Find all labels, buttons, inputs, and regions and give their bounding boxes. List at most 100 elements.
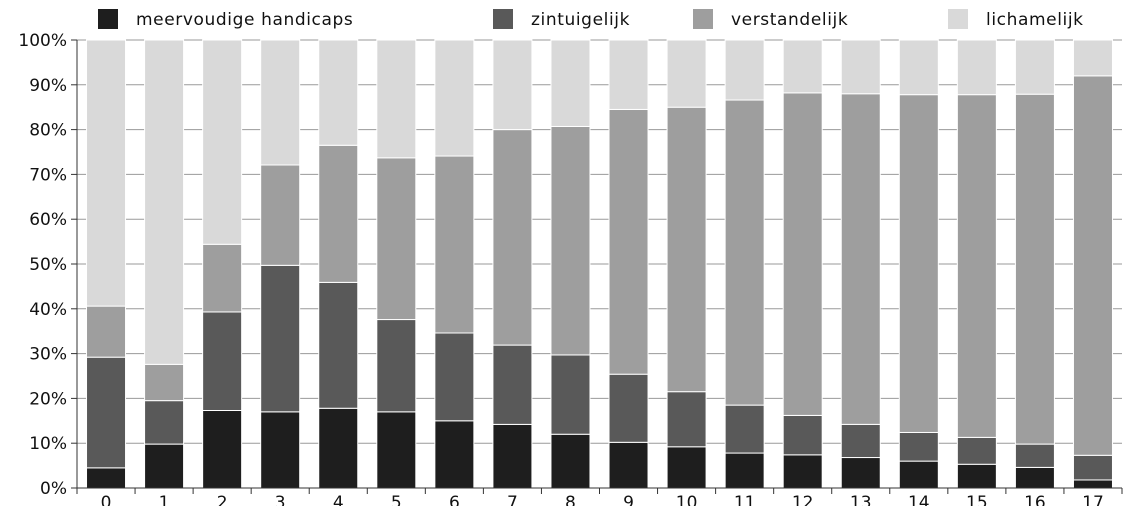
bar-segment-verstandelijk xyxy=(840,93,881,425)
bar-segment-zintuigelijk xyxy=(260,264,301,413)
y-tick-label: 20% xyxy=(29,389,67,409)
bar-segment-verstandelijk xyxy=(666,106,707,393)
bar-segment-meervoudige-handicaps xyxy=(144,443,185,489)
y-tick-label: 60% xyxy=(29,210,67,230)
y-tick-label: 10% xyxy=(29,434,67,454)
x-tick-label: 7 xyxy=(507,493,518,506)
bar-segment-verstandelijk xyxy=(376,157,417,321)
x-tick-label: 1 xyxy=(159,493,170,506)
legend-label: meervoudige handicaps xyxy=(136,10,353,30)
legend-swatch xyxy=(98,9,118,29)
x-tick-label: 17 xyxy=(1082,493,1104,506)
bar-segment-verstandelijk xyxy=(434,155,475,334)
x-tick-label: 3 xyxy=(275,493,286,506)
y-tick-label: 80% xyxy=(29,121,67,141)
x-tick-label: 4 xyxy=(333,493,344,506)
y-tick-labels: 0% 10% 20% 30% 40% 50% 60% 70% 80% 90% 100% xyxy=(18,31,67,499)
x-tick-label: 6 xyxy=(449,493,460,506)
y-tick-label: 50% xyxy=(29,255,67,275)
bar-segment-zintuigelijk xyxy=(434,332,475,422)
bar-segment-verstandelijk xyxy=(86,305,127,358)
bar-segment-zintuigelijk xyxy=(956,436,997,465)
x-tick-label: 13 xyxy=(850,493,872,506)
bar-segment-verstandelijk xyxy=(260,164,301,266)
bar-segment-meervoudige-handicaps xyxy=(1014,466,1055,489)
bar-segment-meervoudige-handicaps xyxy=(782,454,823,489)
bar-segment-zintuigelijk xyxy=(608,373,649,443)
bar-segment-lichamelijk xyxy=(202,39,243,245)
bar-segment-lichamelijk xyxy=(956,39,997,96)
bar-segment-lichamelijk xyxy=(1014,39,1055,95)
bar-segment-lichamelijk xyxy=(782,39,823,94)
x-tick-labels: 0 1 2 3 4 5 6 7 8 9 10 11 12 13 14 15 16 17 xyxy=(101,493,1104,506)
bar-segment-zintuigelijk xyxy=(1014,443,1055,468)
bar-segment-zintuigelijk xyxy=(550,354,591,435)
axes xyxy=(71,39,1123,494)
legend-swatch xyxy=(948,9,968,29)
bar-segment-lichamelijk xyxy=(666,39,707,108)
bar-segment-lichamelijk xyxy=(898,39,939,96)
bar-segment-meervoudige-handicaps xyxy=(492,423,533,489)
bar-segment-zintuigelijk xyxy=(840,423,881,459)
bar-segment-meervoudige-handicaps xyxy=(608,441,649,489)
bar-segment-meervoudige-handicaps xyxy=(376,411,417,489)
bar-segment-meervoudige-handicaps xyxy=(840,457,881,489)
bar-segment-meervoudige-handicaps xyxy=(318,407,359,489)
x-tick-label: 0 xyxy=(101,493,112,506)
bar-segment-meervoudige-handicaps xyxy=(202,410,243,489)
legend: meervoudige handicaps zintuigelijk verstan… xyxy=(98,9,1084,30)
x-tick-label: 16 xyxy=(1024,493,1046,506)
bar-segment-meervoudige-handicaps xyxy=(1072,479,1113,489)
legend-label: lichamelijk xyxy=(986,10,1084,30)
y-tick-label: 70% xyxy=(29,165,67,185)
bar-segment-verstandelijk xyxy=(898,94,939,433)
legend-label: zintuigelijk xyxy=(531,10,630,30)
bar-segment-lichamelijk xyxy=(492,39,533,131)
bar-segment-meervoudige-handicaps xyxy=(956,463,997,489)
bar-segment-lichamelijk xyxy=(318,39,359,146)
bar-segment-meervoudige-handicaps xyxy=(434,420,475,489)
bar-segment-zintuigelijk xyxy=(144,400,185,445)
bar-segment-zintuigelijk xyxy=(1072,454,1113,481)
bar-segment-lichamelijk xyxy=(376,39,417,159)
bar-segment-verstandelijk xyxy=(550,125,591,356)
bar-segment-verstandelijk xyxy=(1014,93,1055,445)
bar-segment-lichamelijk xyxy=(260,39,301,166)
legend-swatch xyxy=(693,9,713,29)
x-tick-label: 5 xyxy=(391,493,402,506)
x-tick-label: 11 xyxy=(734,493,756,506)
gridlines xyxy=(77,39,1122,444)
bar-segment-zintuigelijk xyxy=(492,344,533,425)
bar-segment-verstandelijk xyxy=(1072,75,1113,456)
bar-segment-zintuigelijk xyxy=(376,319,417,413)
x-tick-label: 10 xyxy=(676,493,698,506)
bar-segment-zintuigelijk xyxy=(666,391,707,448)
bar-segment-zintuigelijk xyxy=(782,414,823,456)
bar-segment-verstandelijk xyxy=(782,92,823,416)
bar-segment-meervoudige-handicaps xyxy=(898,460,939,489)
bar-segment-meervoudige-handicaps xyxy=(260,411,301,489)
x-tick-label: 12 xyxy=(792,493,814,506)
x-tick-label: 2 xyxy=(217,493,228,506)
bar-segment-zintuigelijk xyxy=(86,356,127,469)
bar-segment-meervoudige-handicaps xyxy=(86,467,127,489)
bar-segment-lichamelijk xyxy=(86,39,127,307)
y-tick-label: 40% xyxy=(29,300,67,320)
bar-segment-meervoudige-handicaps xyxy=(550,433,591,489)
y-tick-label: 0% xyxy=(40,479,67,499)
bar-segment-verstandelijk xyxy=(144,363,185,402)
bar-segment-verstandelijk xyxy=(608,108,649,375)
bar-segment-lichamelijk xyxy=(608,39,649,110)
bar-segment-lichamelijk xyxy=(434,39,475,157)
bar-segment-verstandelijk xyxy=(318,144,359,283)
y-tick-label: 90% xyxy=(29,76,67,96)
x-tick-label: 14 xyxy=(908,493,930,506)
bar-segment-zintuigelijk xyxy=(318,281,359,409)
bar-segment-lichamelijk xyxy=(144,39,185,365)
legend-label: verstandelijk xyxy=(731,10,848,30)
legend-swatch xyxy=(493,9,513,29)
bar-segment-zintuigelijk xyxy=(202,311,243,411)
y-tick-label: 30% xyxy=(29,345,67,365)
x-tick-label: 9 xyxy=(623,493,634,506)
